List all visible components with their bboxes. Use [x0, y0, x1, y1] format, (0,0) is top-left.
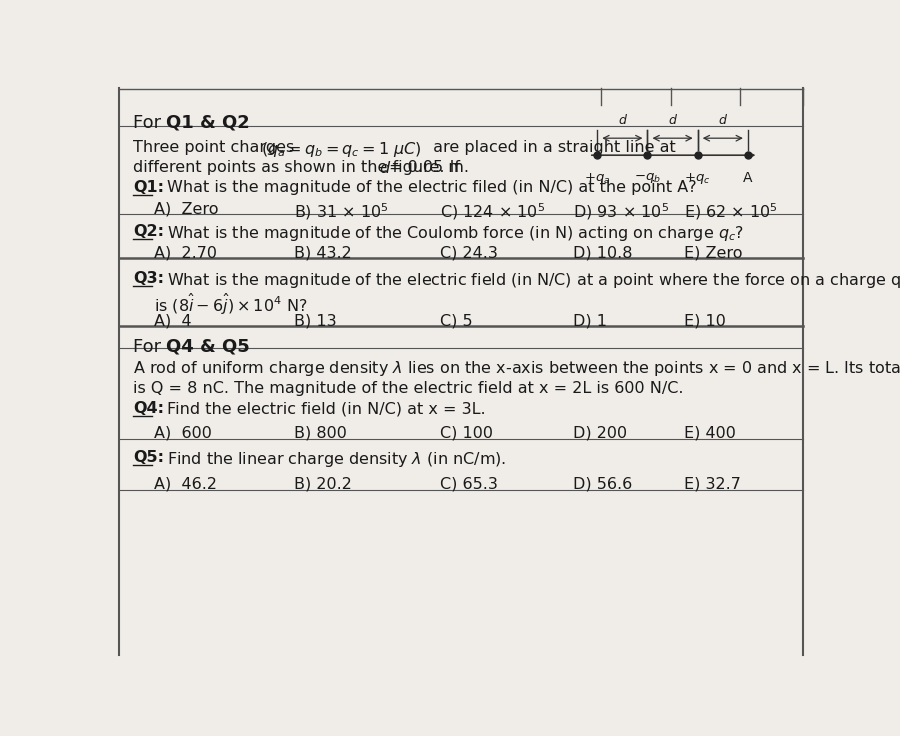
- Text: B) 43.2: B) 43.2: [293, 246, 352, 261]
- Text: Q1 & Q2: Q1 & Q2: [166, 114, 250, 132]
- Text: A)  46.2: A) 46.2: [155, 476, 218, 492]
- Text: What is the magnitude of the Coulomb force (in N) acting on charge $q_c$?: What is the magnitude of the Coulomb for…: [166, 224, 744, 244]
- Text: B) 31 × 10$^5$: B) 31 × 10$^5$: [293, 202, 389, 222]
- Text: C) 65.3: C) 65.3: [440, 476, 499, 492]
- Text: E) 400: E) 400: [684, 425, 736, 441]
- Text: C) 5: C) 5: [440, 314, 473, 328]
- Text: d: d: [618, 114, 626, 127]
- Text: A)  4: A) 4: [155, 314, 192, 328]
- Text: different points as shown in the figure. If: different points as shown in the figure.…: [133, 160, 465, 175]
- Text: A)  Zero: A) Zero: [155, 202, 219, 216]
- Text: What is the magnitude of the electric field (in N/C) at a point where the force : What is the magnitude of the electric fi…: [166, 271, 900, 290]
- Text: D) 93 × 10$^5$: D) 93 × 10$^5$: [573, 202, 669, 222]
- Text: E) 62 × 10$^5$: E) 62 × 10$^5$: [684, 202, 778, 222]
- Text: What is the magnitude of the electric filed (in N/C) at the point A?: What is the magnitude of the electric fi…: [166, 180, 697, 195]
- Text: Find the electric field (in N/C) at x = 3L.: Find the electric field (in N/C) at x = …: [166, 401, 485, 416]
- Text: Three point charges: Three point charges: [133, 141, 305, 155]
- Text: Q4:: Q4:: [133, 401, 165, 416]
- Text: For: For: [133, 338, 167, 355]
- Text: is Q = 8 nC. The magnitude of the electric field at x = 2L is 600 N/C.: is Q = 8 nC. The magnitude of the electr…: [133, 381, 684, 396]
- Text: D) 200: D) 200: [573, 425, 627, 441]
- Text: A: A: [743, 171, 752, 185]
- Text: Find the linear charge density $\lambda$ (in nC/m).: Find the linear charge density $\lambda$…: [166, 450, 506, 469]
- Text: Q5:: Q5:: [133, 450, 165, 465]
- Text: D) 56.6: D) 56.6: [573, 476, 632, 492]
- Text: Q4 & Q5: Q4 & Q5: [166, 338, 250, 355]
- Text: C) 100: C) 100: [440, 425, 493, 441]
- Text: are placed in a straight line at: are placed in a straight line at: [428, 141, 676, 155]
- Text: D) 10.8: D) 10.8: [573, 246, 633, 261]
- Text: Q3:: Q3:: [133, 271, 165, 286]
- Text: D) 1: D) 1: [573, 314, 607, 328]
- Text: A)  600: A) 600: [155, 425, 212, 441]
- Text: E) 32.7: E) 32.7: [684, 476, 742, 492]
- Text: $+q_a$: $+q_a$: [584, 171, 610, 186]
- Text: $-q_b$: $-q_b$: [634, 171, 661, 185]
- Text: d: d: [669, 114, 677, 127]
- Text: A rod of uniform charge density $\lambda$ lies on the x-axis between the points : A rod of uniform charge density $\lambda…: [133, 359, 900, 378]
- Text: C) 124 × 10$^5$: C) 124 × 10$^5$: [440, 202, 545, 222]
- Text: E) 10: E) 10: [684, 314, 726, 328]
- Text: $d$: $d$: [379, 160, 392, 177]
- Text: C) 24.3: C) 24.3: [440, 246, 499, 261]
- Text: For: For: [133, 114, 167, 132]
- Text: $+q_c$: $+q_c$: [685, 171, 711, 186]
- Text: A)  2.70: A) 2.70: [155, 246, 218, 261]
- Text: B) 800: B) 800: [293, 425, 346, 441]
- Text: Q2:: Q2:: [133, 224, 165, 239]
- Text: d: d: [719, 114, 726, 127]
- Text: Q1:: Q1:: [133, 180, 165, 195]
- Text: B) 13: B) 13: [293, 314, 337, 328]
- Text: = 0.05 m.: = 0.05 m.: [389, 160, 469, 175]
- Text: is $(8\hat{i} - 6\hat{j}) \times 10^4$ N?: is $(8\hat{i} - 6\hat{j}) \times 10^4$ N…: [155, 291, 308, 316]
- Text: $(q_a = q_b = q_c = 1\ \mu C)$: $(q_a = q_b = q_c = 1\ \mu C)$: [261, 141, 422, 160]
- Text: B) 20.2: B) 20.2: [293, 476, 352, 492]
- Text: E) Zero: E) Zero: [684, 246, 742, 261]
